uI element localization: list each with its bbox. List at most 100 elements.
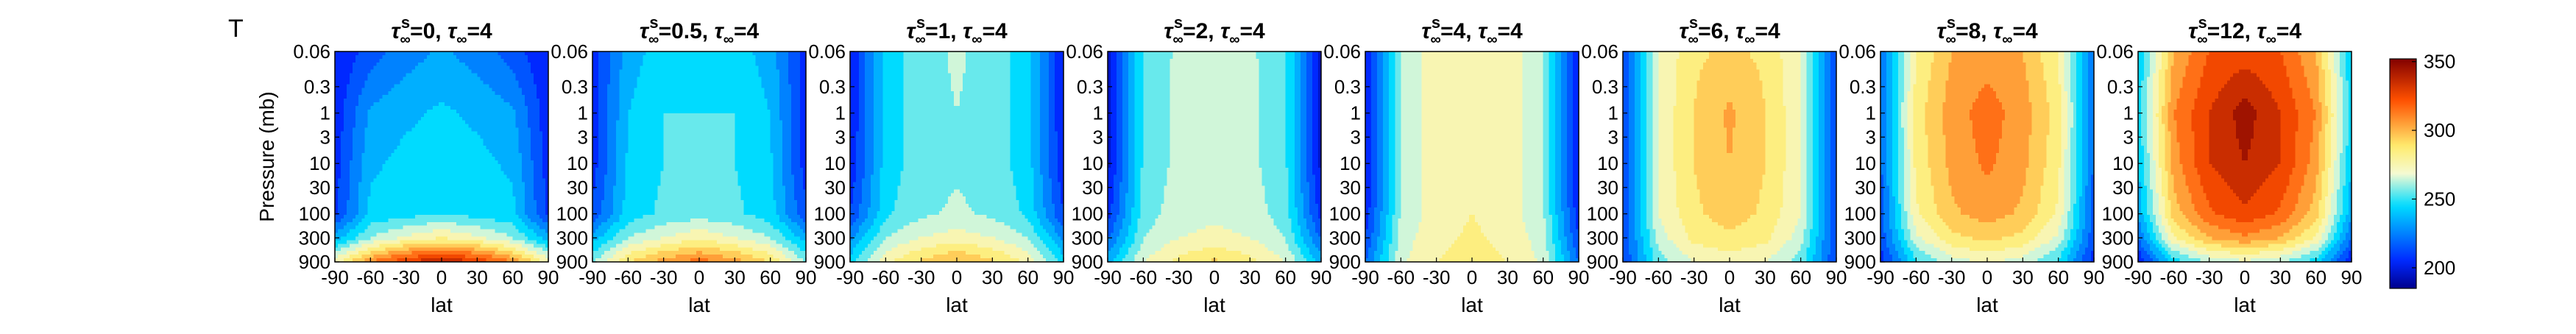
heatmap-cell — [513, 193, 517, 197]
heatmap-cell — [652, 77, 656, 82]
heatmap-cell — [797, 55, 801, 60]
heatmap-cell — [498, 135, 502, 139]
heatmap-cell — [528, 244, 531, 248]
heatmap-cell — [394, 164, 398, 168]
heatmap-cell — [358, 185, 362, 190]
heatmap-cell — [483, 149, 486, 154]
heatmap-cell — [358, 146, 362, 150]
heatmap-cell — [347, 51, 350, 56]
heatmap-cell — [436, 106, 439, 110]
heatmap-cell — [489, 240, 492, 244]
heatmap-cell — [358, 222, 362, 227]
heatmap-cell — [358, 138, 362, 143]
heatmap-cell — [450, 189, 454, 193]
heatmap-cell — [498, 146, 502, 150]
heatmap-cell — [531, 255, 534, 259]
heatmap-cell — [504, 230, 508, 234]
heatmap-cell — [412, 99, 416, 103]
heatmap-cell — [427, 189, 431, 193]
heatmap-cell — [421, 117, 425, 121]
heatmap-cell — [539, 149, 543, 154]
heatmap-cell — [338, 113, 342, 118]
heatmap-cell — [670, 74, 673, 78]
heatmap-cell — [358, 66, 362, 71]
heatmap-cell — [418, 251, 422, 255]
heatmap-cell — [355, 117, 359, 121]
heatmap-cell — [480, 102, 484, 107]
heatmap-cell — [492, 146, 495, 150]
heatmap-cell — [504, 244, 508, 248]
heatmap-cell — [355, 185, 359, 190]
heatmap-cell — [436, 215, 439, 219]
heatmap-cell — [537, 102, 540, 107]
heatmap-cell — [379, 95, 383, 99]
heatmap-cell — [344, 226, 347, 230]
heatmap-cell — [421, 247, 425, 252]
heatmap-cell — [525, 251, 528, 255]
heatmap-cell — [531, 95, 534, 99]
heatmap-cell — [507, 157, 511, 161]
heatmap-cell — [542, 226, 546, 230]
heatmap-cell — [525, 211, 528, 216]
heatmap-cell — [768, 77, 771, 82]
heatmap-cell — [400, 168, 404, 172]
heatmap-cell — [427, 211, 431, 216]
heatmap-cell — [513, 185, 517, 190]
heatmap-cell — [427, 196, 431, 201]
heatmap-cell — [347, 160, 350, 165]
heatmap-cell — [776, 77, 780, 82]
heatmap-cell — [513, 55, 517, 60]
heatmap-cell — [373, 138, 377, 143]
heatmap-cell — [513, 215, 517, 219]
heatmap-cell — [373, 226, 377, 230]
heatmap-cell — [358, 204, 362, 208]
heatmap-cell — [412, 226, 416, 230]
heatmap-cell — [445, 182, 448, 187]
heatmap-cell — [510, 128, 514, 132]
heatmap-cell — [397, 157, 401, 161]
heatmap-cell — [498, 95, 502, 99]
heatmap-cell — [477, 222, 481, 227]
heatmap-cell — [483, 135, 486, 139]
heatmap-cell — [355, 55, 359, 60]
heatmap-cell — [400, 106, 404, 110]
heatmap-cell — [412, 88, 416, 92]
heatmap-cell — [403, 240, 407, 244]
heatmap-cell — [474, 236, 478, 241]
heatmap-cell — [474, 84, 478, 88]
heatmap-cell — [477, 164, 481, 168]
heatmap-cell — [483, 88, 486, 92]
heatmap-cell — [445, 77, 448, 82]
heatmap-cell — [595, 84, 599, 88]
heatmap-cell — [492, 185, 495, 190]
heatmap-cell — [382, 255, 386, 259]
heatmap-cell — [450, 121, 454, 125]
heatmap-cell — [442, 128, 445, 132]
heatmap-cell — [445, 230, 448, 234]
heatmap-cell — [415, 70, 419, 74]
heatmap-cell — [382, 153, 386, 157]
heatmap-cell — [474, 77, 478, 82]
heatmap-cell — [489, 110, 492, 114]
heatmap-cell — [616, 51, 620, 56]
heatmap-cell — [462, 193, 466, 197]
heatmap-cell — [367, 77, 371, 82]
heatmap-cell — [379, 102, 383, 107]
heatmap-cell — [468, 121, 472, 125]
heatmap-cell — [534, 70, 537, 74]
heatmap-cell — [382, 138, 386, 143]
heatmap-cell — [424, 175, 428, 180]
heatmap-cell — [495, 88, 499, 92]
heatmap-cell — [690, 59, 694, 63]
heatmap-cell — [350, 222, 353, 227]
heatmap-cell — [355, 160, 359, 165]
heatmap-cell — [439, 226, 442, 230]
heatmap-cell — [474, 160, 478, 165]
heatmap-cell — [347, 124, 350, 129]
heatmap-cell — [498, 236, 502, 241]
heatmap-cell — [459, 164, 463, 168]
heatmap-cell — [347, 99, 350, 103]
heatmap-cell — [394, 74, 398, 78]
heatmap-cell — [693, 51, 697, 56]
heatmap-cell — [613, 63, 617, 67]
